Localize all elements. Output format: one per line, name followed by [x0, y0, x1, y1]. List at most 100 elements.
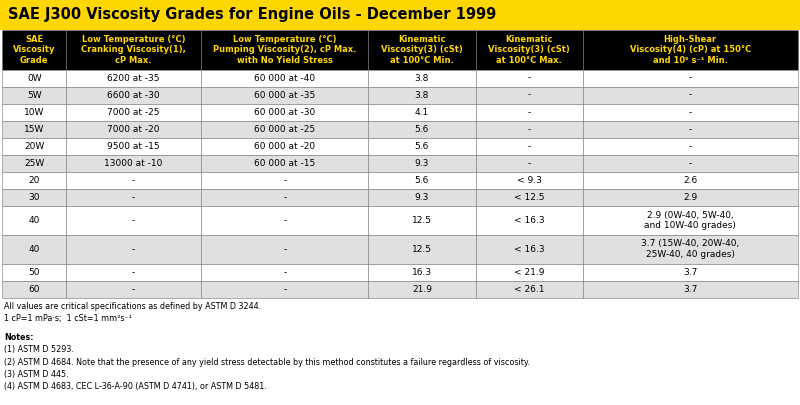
- FancyBboxPatch shape: [475, 281, 583, 298]
- Text: Kinematic
Viscosity(3) (cSt)
at 100°C Max.: Kinematic Viscosity(3) (cSt) at 100°C Ma…: [488, 35, 570, 65]
- Text: -: -: [689, 74, 692, 83]
- FancyBboxPatch shape: [368, 234, 475, 264]
- Text: 25W: 25W: [24, 159, 44, 168]
- Text: Kinematic
Viscosity(3) (cSt)
at 100°C Min.: Kinematic Viscosity(3) (cSt) at 100°C Mi…: [381, 35, 462, 65]
- Text: -: -: [527, 108, 531, 117]
- Text: -: -: [132, 268, 135, 277]
- Text: -: -: [689, 142, 692, 151]
- FancyBboxPatch shape: [475, 30, 583, 70]
- Text: < 16.3: < 16.3: [514, 216, 545, 225]
- Text: 7000 at -20: 7000 at -20: [107, 125, 160, 134]
- Text: -: -: [527, 159, 531, 168]
- Text: 6200 at -35: 6200 at -35: [107, 74, 160, 83]
- Text: 3.8: 3.8: [414, 74, 429, 83]
- FancyBboxPatch shape: [475, 155, 583, 172]
- FancyBboxPatch shape: [66, 234, 202, 264]
- FancyBboxPatch shape: [66, 104, 202, 121]
- FancyBboxPatch shape: [368, 264, 475, 281]
- FancyBboxPatch shape: [583, 87, 798, 104]
- FancyBboxPatch shape: [2, 172, 66, 189]
- Text: 12.5: 12.5: [412, 245, 432, 254]
- FancyBboxPatch shape: [2, 30, 66, 70]
- Text: 20W: 20W: [24, 142, 44, 151]
- FancyBboxPatch shape: [66, 172, 202, 189]
- Text: 2.9 (0W-40, 5W-40,
and 10W-40 grades): 2.9 (0W-40, 5W-40, and 10W-40 grades): [644, 211, 736, 230]
- FancyBboxPatch shape: [368, 30, 475, 70]
- FancyBboxPatch shape: [66, 70, 202, 87]
- FancyBboxPatch shape: [66, 206, 202, 234]
- Text: (1) ASTM D 5293.: (1) ASTM D 5293.: [4, 345, 74, 354]
- FancyBboxPatch shape: [2, 70, 66, 87]
- Text: Low Temperature (°C)
Cranking Viscosity(1),
cP Max.: Low Temperature (°C) Cranking Viscosity(…: [81, 35, 186, 65]
- FancyBboxPatch shape: [202, 30, 368, 70]
- Text: 16.3: 16.3: [412, 268, 432, 277]
- Text: 60 000 at -35: 60 000 at -35: [254, 91, 315, 100]
- FancyBboxPatch shape: [368, 104, 475, 121]
- Text: < 16.3: < 16.3: [514, 245, 545, 254]
- FancyBboxPatch shape: [202, 87, 368, 104]
- Text: 9.3: 9.3: [414, 193, 429, 202]
- Text: -: -: [689, 159, 692, 168]
- Text: 60 000 at -40: 60 000 at -40: [254, 74, 315, 83]
- Text: (4) ASTM D 4683, CEC L-36-A-90 (ASTM D 4741), or ASTM D 5481.: (4) ASTM D 4683, CEC L-36-A-90 (ASTM D 4…: [4, 382, 266, 391]
- Text: 0W: 0W: [27, 74, 42, 83]
- Text: 60 000 at -20: 60 000 at -20: [254, 142, 315, 151]
- Text: < 9.3: < 9.3: [517, 176, 542, 185]
- Text: 2.9: 2.9: [683, 193, 698, 202]
- Text: 15W: 15W: [24, 125, 44, 134]
- FancyBboxPatch shape: [66, 189, 202, 206]
- Text: -: -: [132, 216, 135, 225]
- Text: 3.8: 3.8: [414, 91, 429, 100]
- Text: 10W: 10W: [24, 108, 44, 117]
- FancyBboxPatch shape: [202, 189, 368, 206]
- Text: 60 000 at -30: 60 000 at -30: [254, 108, 315, 117]
- FancyBboxPatch shape: [2, 264, 66, 281]
- Text: 7000 at -25: 7000 at -25: [107, 108, 160, 117]
- Text: 5W: 5W: [27, 91, 42, 100]
- FancyBboxPatch shape: [202, 281, 368, 298]
- FancyBboxPatch shape: [202, 172, 368, 189]
- Text: -: -: [283, 285, 286, 294]
- FancyBboxPatch shape: [202, 155, 368, 172]
- FancyBboxPatch shape: [475, 206, 583, 234]
- Text: SAE J300 Viscosity Grades for Engine Oils - December 1999: SAE J300 Viscosity Grades for Engine Oil…: [8, 7, 496, 23]
- Text: (3) ASTM D 445.: (3) ASTM D 445.: [4, 370, 69, 379]
- FancyBboxPatch shape: [2, 189, 66, 206]
- FancyBboxPatch shape: [2, 281, 66, 298]
- Text: 30: 30: [29, 193, 40, 202]
- FancyBboxPatch shape: [202, 70, 368, 87]
- FancyBboxPatch shape: [475, 234, 583, 264]
- Text: < 26.1: < 26.1: [514, 285, 545, 294]
- FancyBboxPatch shape: [2, 87, 66, 104]
- Text: High-Shear
Viscosity(4) (cP) at 150°C
and 10⁵ s⁻¹ Min.: High-Shear Viscosity(4) (cP) at 150°C an…: [630, 35, 751, 65]
- Text: -: -: [283, 268, 286, 277]
- Text: -: -: [689, 125, 692, 134]
- FancyBboxPatch shape: [202, 121, 368, 138]
- Text: -: -: [132, 245, 135, 254]
- Text: < 21.9: < 21.9: [514, 268, 545, 277]
- Text: All values are critical specifications as defined by ASTM D 3244.: All values are critical specifications a…: [4, 302, 261, 311]
- Text: -: -: [689, 91, 692, 100]
- FancyBboxPatch shape: [583, 104, 798, 121]
- Text: 5.6: 5.6: [414, 142, 429, 151]
- FancyBboxPatch shape: [475, 87, 583, 104]
- Text: 3.7: 3.7: [683, 268, 698, 277]
- Text: 40: 40: [29, 216, 40, 225]
- FancyBboxPatch shape: [368, 138, 475, 155]
- Text: (2) ASTM D 4684. Note that the presence of any yield stress detectable by this m: (2) ASTM D 4684. Note that the presence …: [4, 358, 530, 367]
- FancyBboxPatch shape: [0, 0, 800, 30]
- Text: -: -: [283, 245, 286, 254]
- FancyBboxPatch shape: [66, 264, 202, 281]
- Text: -: -: [132, 285, 135, 294]
- FancyBboxPatch shape: [583, 121, 798, 138]
- FancyBboxPatch shape: [475, 189, 583, 206]
- Text: -: -: [527, 125, 531, 134]
- FancyBboxPatch shape: [583, 172, 798, 189]
- Text: 60: 60: [29, 285, 40, 294]
- FancyBboxPatch shape: [583, 264, 798, 281]
- FancyBboxPatch shape: [2, 206, 66, 234]
- Text: -: -: [527, 142, 531, 151]
- FancyBboxPatch shape: [2, 138, 66, 155]
- Text: 21.9: 21.9: [412, 285, 432, 294]
- FancyBboxPatch shape: [66, 121, 202, 138]
